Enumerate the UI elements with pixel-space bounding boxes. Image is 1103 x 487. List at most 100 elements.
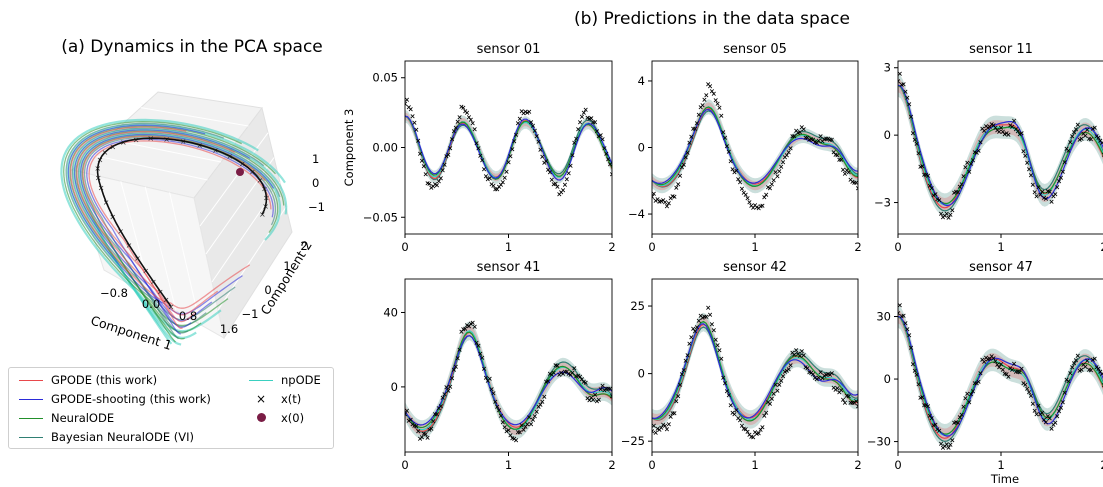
obs-point: × [586,397,592,405]
obs-point: × [1013,126,1019,134]
obs-point: × [502,174,508,182]
legend-item-npode: npODE [249,373,321,387]
y-tick-label: 0.00 [372,141,398,155]
y-tick-label: 25 [630,299,645,313]
obs-point: × [754,204,760,212]
obs-point: × [460,325,466,333]
obs-point: × [957,413,963,421]
obs-point: × [903,88,909,96]
obs-point: × [776,167,782,175]
obs-point: × [541,393,547,401]
x-tick-label: 2 [854,240,861,254]
obs-point: × [1094,364,1100,372]
obs-point: × [851,179,857,187]
obs-point: × [562,181,568,189]
obs-point: × [554,183,560,191]
obs-point: × [1099,139,1103,147]
obs-point: × [553,180,559,188]
legend-label: npODE [281,373,321,387]
obs-point: × [590,396,596,404]
obs-point: × [690,125,696,133]
pca-xtick: 1.6 [220,322,238,336]
pca-trajectory-bayes [77,132,281,334]
sensor-plot-area: ××××××××××××××××××××××××××××××××××××××××… [404,319,612,444]
obs-point: × [1101,151,1103,159]
obs-point: × [1050,193,1056,201]
obs-point: × [1075,352,1081,360]
obs-point: × [670,409,676,417]
obs-point: × [953,418,959,426]
obs-point: × [1062,158,1068,166]
obs-point: × [1095,365,1101,373]
sensor-panels: ××××××××××××××××××××××××××××××××××××××××… [342,42,1103,486]
series-line-gpode_shooting [405,115,612,181]
obs-point: × [901,80,907,88]
obs-point: × [1026,389,1032,397]
pca-ytick: 0 [264,283,271,297]
obs-point: × [474,339,480,347]
obs-point: × [731,169,737,177]
obs-point: × [1060,168,1066,176]
x-tick-label: 1 [505,240,512,254]
obs-point: × [545,378,551,386]
obs-point: × [432,180,438,188]
pca-ytick: 1 [283,259,290,273]
obs-point: × [991,122,997,130]
obs-point: × [987,123,993,131]
obs-point: × [756,429,762,437]
obs-point: × [506,158,512,166]
obs-point: × [701,96,707,104]
y-tick-label: −4 [628,207,645,221]
obs-point: × [998,124,1004,132]
obs-point: × [415,137,421,145]
obs-point: × [855,402,861,410]
obs-point: × [459,328,465,336]
obs-point: × [748,202,754,210]
obs-point: × [498,412,504,420]
obs-point: × [651,422,657,430]
obs-point: × [788,144,794,152]
obs-point: × [1067,139,1073,147]
x-tick-label: 1 [997,240,1004,254]
obs-point: × [404,407,410,415]
obs-point: × [521,426,527,434]
obs-point: × [846,392,852,400]
obs-point: × [918,394,924,402]
obs-point: × [596,396,602,404]
obs-point: × [761,193,767,201]
obs-point: × [483,374,489,382]
obs-point: × [1006,131,1012,139]
obs-point: × [906,100,912,108]
obs-point: × [778,163,784,171]
series-line-npode [898,315,1103,436]
obs-point: × [521,109,527,117]
obs-point: × [769,180,775,188]
obs-point: × [957,183,963,191]
obs-point: × [430,183,436,191]
obs-point: × [992,358,998,366]
obs-point: × [481,365,487,373]
obs-point: × [983,354,989,362]
pca-trajectory-gpode_shooting [73,129,251,322]
obs-point: × [750,204,756,212]
obs-point: × [923,402,929,410]
obs-point: × [662,199,668,207]
obs-point: × [741,189,747,197]
obs-point: × [583,106,589,114]
obs-point: × [1015,368,1021,376]
obs-point: × [592,391,598,399]
obs-point: × [688,133,694,141]
pca-obs-point: × [168,302,175,311]
obs-point: × [853,179,859,187]
pca-3d-plot: ×××××××××××××××××××××××××××××××−0.80.00.… [60,91,325,353]
obs-point: × [1019,365,1025,373]
obs-point: × [713,96,719,104]
obs-point: × [987,355,993,363]
obs-point: × [838,386,844,394]
obs-point: × [660,196,666,204]
sensor-title: sensor 47 [969,260,1033,275]
uncertainty-band-bayes [898,73,1103,217]
obs-point: × [605,385,611,393]
obs-point: × [547,169,553,177]
x-tick-label: 2 [608,240,615,254]
